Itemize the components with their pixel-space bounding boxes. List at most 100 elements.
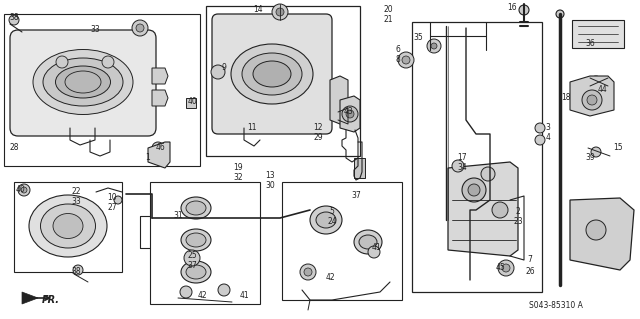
Bar (412, 22, 542, 292)
Circle shape (452, 160, 464, 172)
Circle shape (73, 265, 83, 275)
Circle shape (21, 187, 27, 193)
Text: 16: 16 (507, 4, 517, 12)
Circle shape (582, 90, 602, 110)
FancyBboxPatch shape (10, 30, 156, 136)
Circle shape (9, 15, 19, 25)
Text: 35: 35 (413, 33, 423, 42)
Text: 5: 5 (330, 207, 335, 217)
Ellipse shape (253, 61, 291, 87)
Text: 40: 40 (187, 98, 197, 107)
Circle shape (502, 264, 510, 272)
Text: 7: 7 (527, 256, 532, 264)
Text: 10: 10 (107, 194, 117, 203)
Bar (150, 182, 260, 304)
Ellipse shape (359, 235, 377, 249)
Circle shape (398, 52, 414, 68)
Circle shape (368, 246, 380, 258)
Text: 1: 1 (146, 153, 150, 162)
Text: 21: 21 (383, 16, 393, 25)
Text: 6: 6 (396, 46, 401, 55)
Text: 36: 36 (585, 40, 595, 48)
Circle shape (211, 65, 225, 79)
Ellipse shape (181, 197, 211, 219)
Polygon shape (152, 68, 168, 84)
Circle shape (587, 95, 597, 105)
Text: 15: 15 (613, 144, 623, 152)
Polygon shape (354, 158, 365, 178)
Polygon shape (448, 162, 518, 256)
Circle shape (586, 220, 606, 240)
Polygon shape (330, 76, 348, 124)
Ellipse shape (181, 261, 211, 283)
Polygon shape (570, 76, 614, 116)
Ellipse shape (316, 212, 336, 228)
Circle shape (492, 202, 508, 218)
Text: 4: 4 (545, 133, 550, 143)
Text: 33: 33 (71, 197, 81, 206)
Circle shape (556, 10, 564, 18)
Text: 12: 12 (313, 123, 323, 132)
Text: 14: 14 (253, 5, 263, 14)
Circle shape (180, 286, 192, 298)
Ellipse shape (40, 204, 95, 248)
Text: 11: 11 (247, 123, 257, 132)
Circle shape (462, 178, 486, 202)
FancyBboxPatch shape (212, 14, 332, 134)
Ellipse shape (33, 49, 133, 115)
Text: 38: 38 (9, 13, 19, 23)
Text: 42: 42 (325, 273, 335, 283)
Polygon shape (152, 90, 168, 106)
Circle shape (132, 20, 148, 36)
Circle shape (272, 4, 288, 20)
Circle shape (427, 39, 441, 53)
Bar (14, 182, 122, 272)
Text: 29: 29 (313, 133, 323, 143)
Polygon shape (148, 142, 170, 168)
Text: 43: 43 (343, 108, 353, 116)
Circle shape (519, 5, 529, 15)
Text: 19: 19 (233, 164, 243, 173)
Circle shape (300, 264, 316, 280)
Ellipse shape (29, 195, 107, 257)
Text: 26: 26 (525, 268, 535, 277)
Circle shape (18, 184, 30, 196)
Bar (282, 182, 402, 300)
Ellipse shape (242, 53, 302, 95)
Circle shape (304, 268, 312, 276)
Text: 39: 39 (585, 153, 595, 162)
Text: 28: 28 (9, 144, 19, 152)
Ellipse shape (53, 213, 83, 239)
Ellipse shape (56, 66, 111, 98)
Text: 25: 25 (187, 251, 197, 261)
Circle shape (498, 260, 514, 276)
Text: 37: 37 (187, 262, 197, 271)
Circle shape (114, 196, 122, 204)
Text: 37: 37 (351, 191, 361, 201)
Text: 31: 31 (173, 211, 183, 220)
Circle shape (481, 167, 495, 181)
Ellipse shape (186, 233, 206, 247)
Text: 20: 20 (383, 5, 393, 14)
Circle shape (402, 56, 410, 64)
Text: 38: 38 (71, 268, 81, 277)
Text: FR.: FR. (42, 295, 60, 305)
Text: 34: 34 (457, 164, 467, 173)
Text: 24: 24 (327, 218, 337, 226)
Polygon shape (570, 198, 634, 270)
Text: 27: 27 (107, 204, 117, 212)
Circle shape (102, 56, 114, 68)
Circle shape (591, 147, 601, 157)
Text: 32: 32 (233, 174, 243, 182)
Text: 2: 2 (516, 207, 520, 217)
Ellipse shape (43, 58, 123, 106)
Text: 30: 30 (265, 182, 275, 190)
Polygon shape (22, 292, 38, 304)
Text: 40: 40 (15, 186, 25, 195)
Text: 41: 41 (371, 243, 381, 253)
Ellipse shape (354, 230, 382, 254)
Text: 18: 18 (561, 93, 571, 102)
Circle shape (468, 184, 480, 196)
Ellipse shape (231, 44, 313, 104)
Text: S043-85310 A: S043-85310 A (529, 301, 583, 310)
